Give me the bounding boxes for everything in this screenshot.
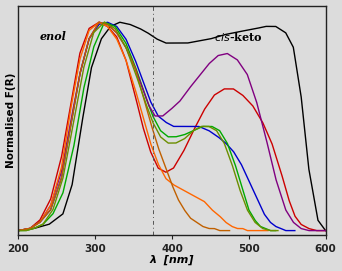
X-axis label: λ  [nm]: λ [nm]: [150, 255, 194, 265]
Text: $\mathit{cis}$-keto: $\mathit{cis}$-keto: [214, 30, 263, 43]
Text: enol: enol: [40, 31, 67, 42]
Y-axis label: Normalised F(R): Normalised F(R): [5, 72, 15, 168]
